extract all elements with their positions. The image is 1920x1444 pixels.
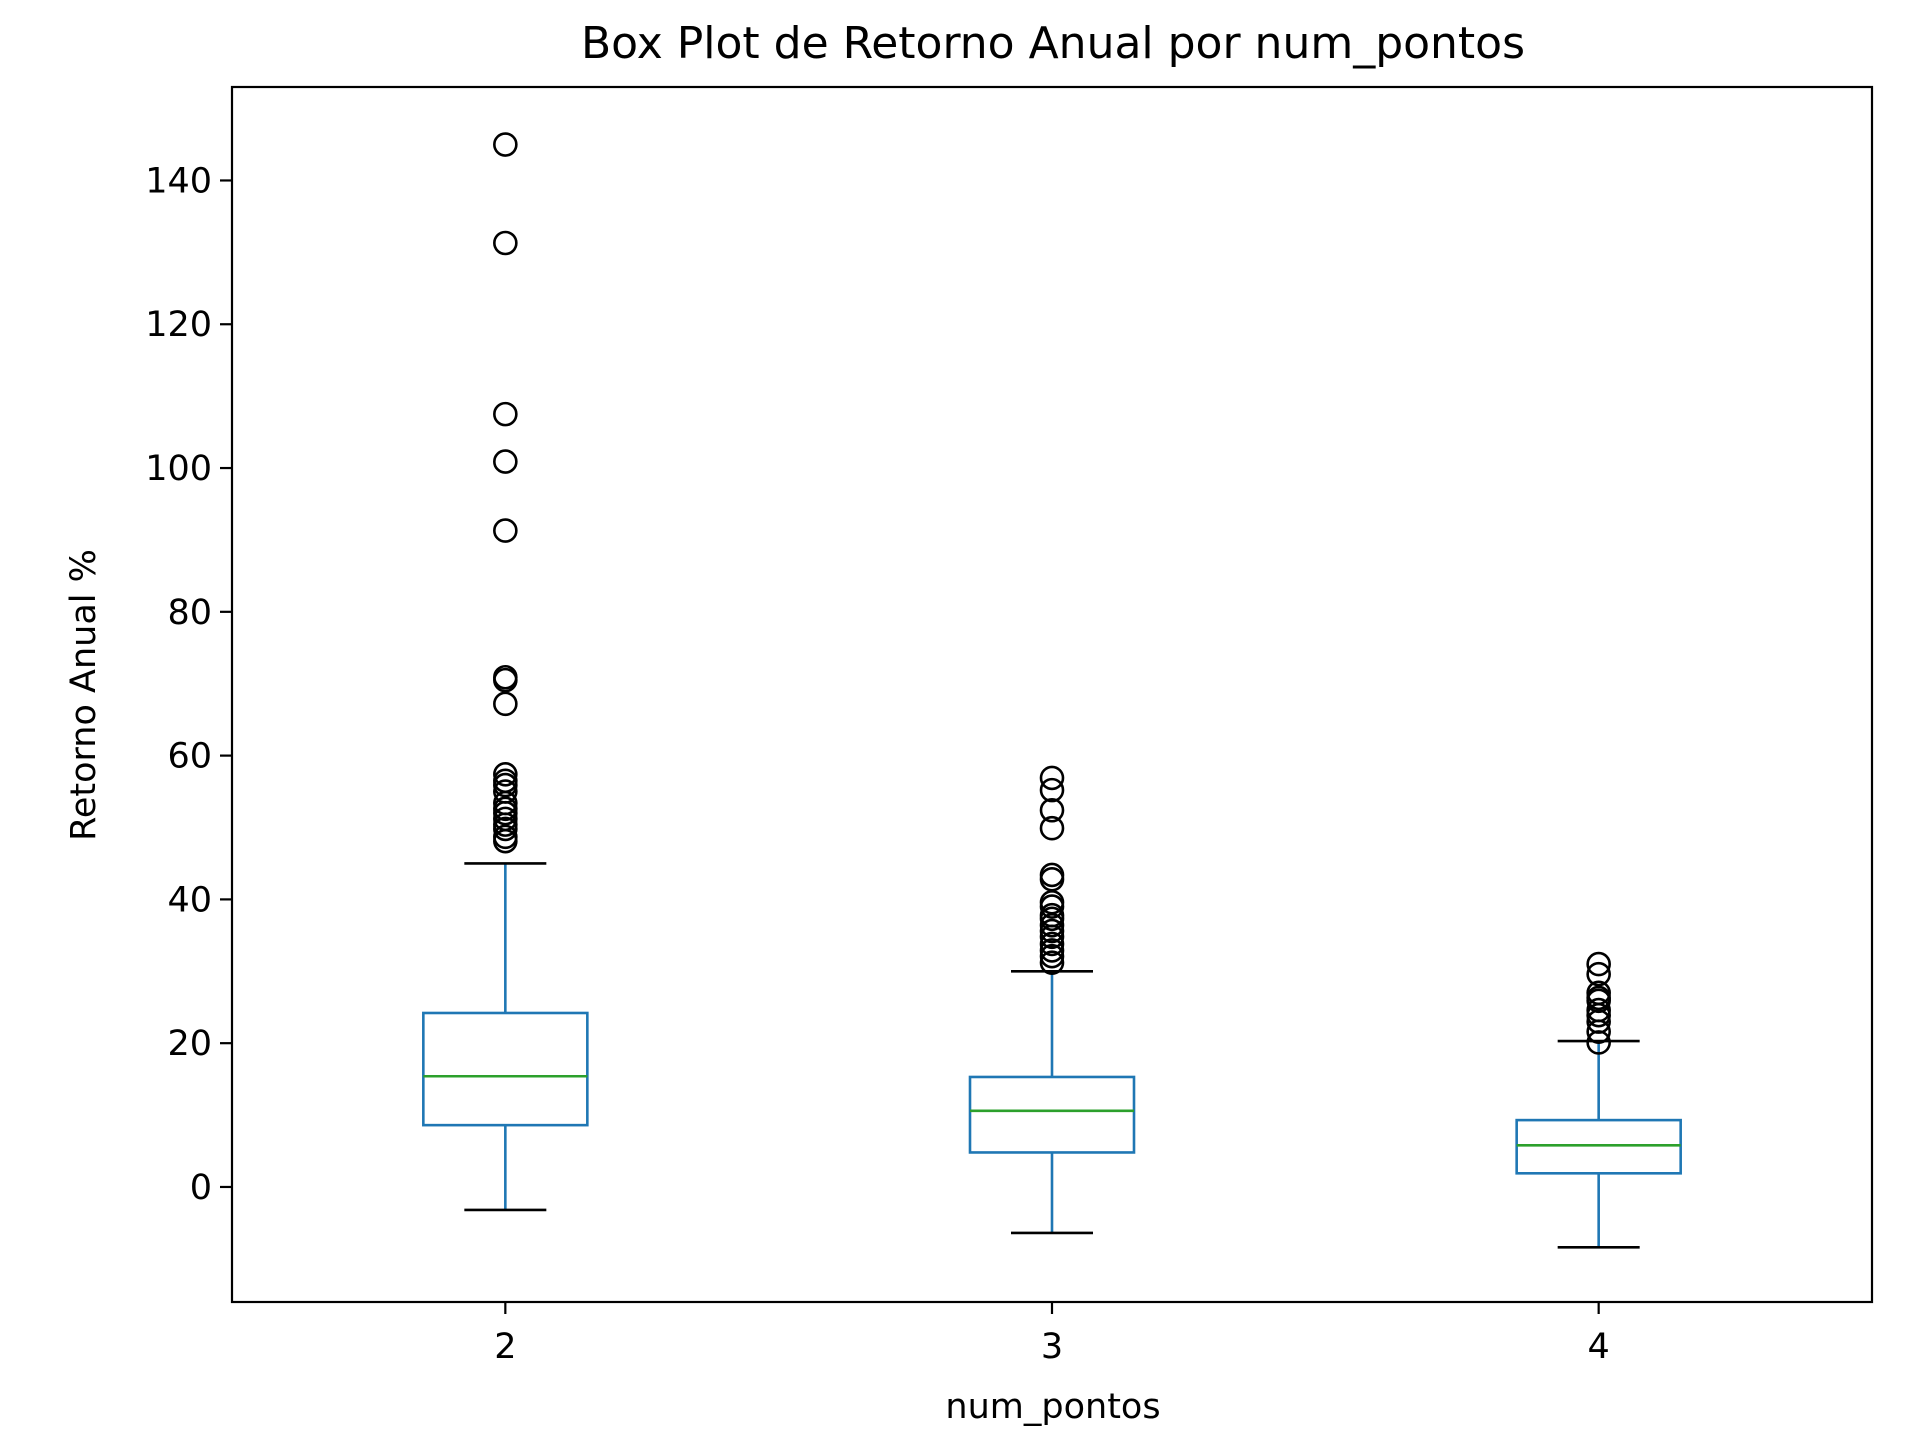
outlier-point [493, 401, 518, 427]
outlier-point [1586, 1030, 1611, 1055]
outlier-point [1586, 951, 1611, 977]
y-tick-label: 120 [145, 305, 212, 345]
outlier-point [493, 132, 518, 157]
outlier-point [1039, 894, 1065, 919]
outlier-point [493, 449, 518, 474]
y-axis-label: Retorno Anual % [64, 549, 104, 841]
outlier-point [493, 762, 518, 787]
x-axis-label: num_pontos [945, 1387, 1160, 1427]
outlier-point [1586, 1002, 1611, 1028]
outlier-point [1039, 797, 1065, 823]
outlier-point [1039, 815, 1065, 841]
outlier-point [493, 828, 518, 854]
y-tick-label: 0 [190, 1168, 212, 1208]
plot-frame [230, 85, 1874, 1304]
chart-title: Box Plot de Retorno Anual por num_pontos [581, 18, 1525, 69]
outlier-point [1039, 924, 1065, 950]
outlier-point [493, 667, 518, 693]
y-tick-label: 60 [167, 737, 212, 777]
y-tick-label: 80 [167, 593, 212, 633]
outlier-point [1039, 931, 1065, 957]
outlier-point [1039, 950, 1065, 975]
outlier-point [1039, 918, 1065, 944]
box-iqr [968, 1075, 1136, 1154]
x-tick-label: 3 [1041, 1327, 1063, 1367]
y-tick-label: 140 [145, 161, 212, 201]
outlier-point [493, 800, 518, 826]
x-tick-label: 4 [1588, 1327, 1610, 1367]
box-iqr [1515, 1118, 1682, 1175]
y-tick-label: 20 [167, 1024, 212, 1064]
y-tick-label: 100 [145, 449, 212, 489]
x-tick-label: 2 [494, 1327, 516, 1367]
outlier-point [1039, 777, 1065, 803]
y-tick-label: 40 [167, 880, 212, 920]
outlier-point [1039, 906, 1065, 932]
outlier-point [493, 691, 518, 717]
outlier-point [493, 772, 518, 798]
outlier-point [1039, 765, 1065, 791]
outlier-point [493, 816, 518, 842]
outlier-point [1039, 943, 1065, 969]
outlier-point [493, 230, 518, 256]
outlier-point [493, 518, 518, 543]
box-iqr [422, 1011, 589, 1127]
plot-area: 0 20 40 60 80 100 120 140 2 3 4 [145, 85, 1874, 1367]
outlier-point [1039, 912, 1065, 938]
outlier-point [1039, 938, 1065, 963]
outlier-point [1586, 961, 1611, 987]
outlier-point [1586, 1019, 1611, 1044]
